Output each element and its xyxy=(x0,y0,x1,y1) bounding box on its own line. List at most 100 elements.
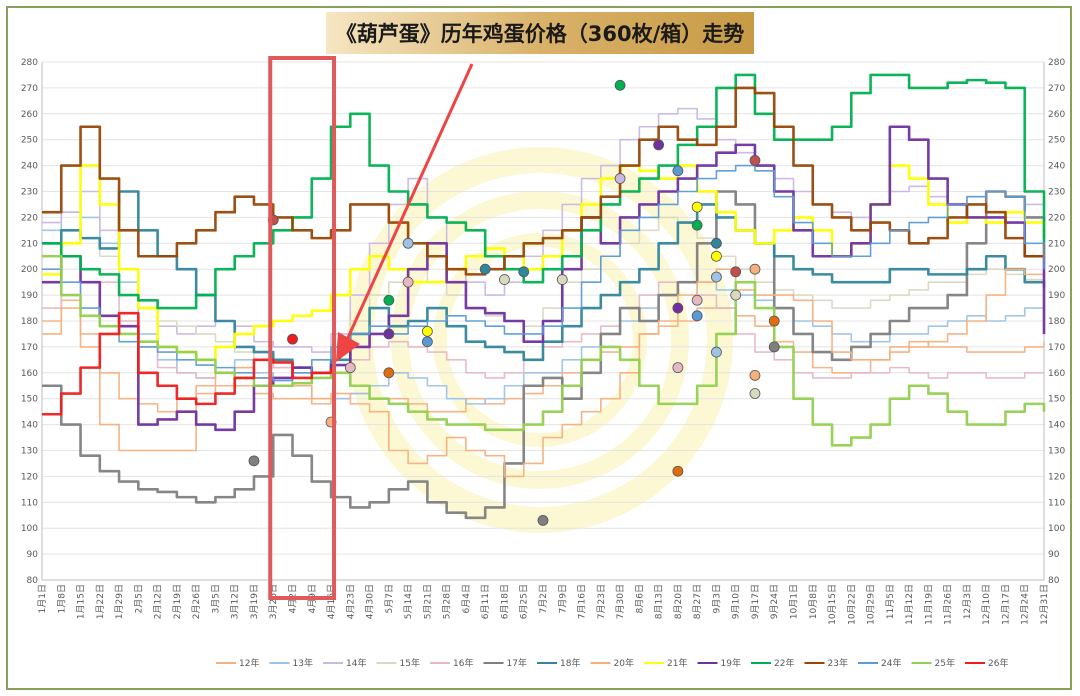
y-tick-label-right: 180 xyxy=(1048,317,1065,327)
data-marker xyxy=(691,294,703,306)
x-tick-label: 3月19日 xyxy=(249,584,260,619)
y-tick-label-right: 260 xyxy=(1048,110,1065,120)
x-tick-label: 2月26日 xyxy=(191,584,202,619)
x-tick-label: 7月30日 xyxy=(615,584,626,619)
x-tick-label: 9月24日 xyxy=(769,584,780,619)
data-marker xyxy=(518,266,530,278)
data-marker xyxy=(556,274,568,285)
y-tick-label-right: 240 xyxy=(1048,162,1065,172)
data-marker xyxy=(421,336,433,348)
x-tick-label: 8月6日 xyxy=(634,584,645,613)
y-tick-label-right: 210 xyxy=(1048,239,1065,249)
x-tick-label: 1月15日 xyxy=(76,584,87,619)
legend-label: 19年 xyxy=(721,657,741,669)
data-marker xyxy=(711,346,722,358)
y-tick-label-right: 160 xyxy=(1048,369,1065,379)
legend-label: 24年 xyxy=(881,657,901,669)
chart-title: 《葫芦蛋》历年鸡蛋价格（360枚/箱）走势 xyxy=(325,12,755,54)
x-tick-label: 2月5日 xyxy=(133,584,144,613)
x-tick-label: 8月27日 xyxy=(692,584,703,619)
y-tick-label-right: 280 xyxy=(1048,58,1065,68)
legend-label: 13年 xyxy=(293,657,313,669)
x-tick-label: 6月18日 xyxy=(499,584,510,619)
data-marker xyxy=(421,325,433,337)
x-tick-label: 11月19日 xyxy=(923,584,934,625)
y-tick-label-left: 140 xyxy=(21,421,38,431)
series-line xyxy=(42,125,1046,432)
y-tick-label-right: 230 xyxy=(1048,188,1065,198)
x-tick-label: 2月12日 xyxy=(153,584,164,619)
x-tick-label: 10月1日 xyxy=(789,584,800,619)
y-tick-label-left: 260 xyxy=(21,110,38,120)
x-tick-label: 12月10日 xyxy=(981,584,992,625)
data-marker xyxy=(749,263,761,275)
legend-label: 12年 xyxy=(239,657,259,669)
data-marker xyxy=(614,79,626,91)
y-tick-label-left: 210 xyxy=(21,239,38,249)
x-tick-label: 11月12日 xyxy=(904,584,915,625)
y-tick-label-right: 200 xyxy=(1048,265,1065,275)
y-tick-label-right: 90 xyxy=(1048,550,1060,560)
x-tick-label: 5月14日 xyxy=(403,584,414,619)
highlight-box xyxy=(268,56,337,600)
data-marker xyxy=(499,274,510,285)
x-tick-label: 12月3日 xyxy=(962,584,973,619)
x-tick-label: 7月2日 xyxy=(538,584,549,613)
y-tick-label-left: 160 xyxy=(21,369,38,379)
y-tick-label-right: 190 xyxy=(1048,291,1065,301)
watermark-logo xyxy=(347,147,733,533)
data-marker xyxy=(749,388,761,399)
x-tick-label: 4月30日 xyxy=(365,584,376,619)
data-marker xyxy=(749,369,761,381)
y-tick-label-left: 240 xyxy=(21,162,38,172)
y-tick-label-right: 100 xyxy=(1048,524,1065,534)
x-tick-label: 1月29日 xyxy=(114,584,125,619)
x-tick-label: 12月31日 xyxy=(1039,584,1050,625)
y-tick-label-left: 120 xyxy=(21,472,38,482)
x-tick-label: 7月9日 xyxy=(557,584,568,613)
y-tick-label-right: 150 xyxy=(1048,395,1065,405)
x-tick-label: 2月19日 xyxy=(172,584,183,619)
y-tick-label-right: 270 xyxy=(1048,84,1065,94)
y-tick-label-left: 220 xyxy=(21,213,38,223)
x-tick-label: 1月1日 xyxy=(37,584,48,613)
data-marker xyxy=(479,263,491,275)
x-tick-label: 5月28日 xyxy=(442,584,453,619)
y-tick-label-right: 140 xyxy=(1048,421,1065,431)
x-tick-label: 12月17日 xyxy=(1000,584,1011,625)
x-tick-label: 8月20日 xyxy=(673,584,684,619)
legend-label: 20年 xyxy=(614,657,634,669)
y-tick-label-left: 180 xyxy=(21,317,38,327)
series-line xyxy=(42,73,1046,310)
data-marker xyxy=(672,165,684,177)
y-tick-label-right: 220 xyxy=(1048,213,1065,223)
y-tick-label-right: 120 xyxy=(1048,472,1065,482)
y-tick-label-left: 80 xyxy=(27,576,39,586)
legend-label: 17年 xyxy=(507,657,527,669)
legend-label: 25年 xyxy=(935,657,955,669)
y-tick-label-left: 200 xyxy=(21,265,38,275)
data-marker xyxy=(768,315,780,327)
x-tick-label: 3月5日 xyxy=(210,584,221,613)
data-marker xyxy=(287,333,298,345)
y-tick-label-left: 100 xyxy=(21,524,38,534)
series-line xyxy=(42,254,1046,447)
data-marker xyxy=(691,201,703,213)
y-tick-label-right: 130 xyxy=(1048,447,1065,457)
x-tick-label: 9月3日 xyxy=(711,584,722,613)
x-tick-label: 3月26日 xyxy=(268,584,279,619)
data-marker xyxy=(672,362,684,374)
legend-label: 16年 xyxy=(453,657,473,669)
data-marker xyxy=(691,219,703,231)
x-tick-label: 8月13日 xyxy=(654,584,665,619)
data-marker xyxy=(248,455,260,467)
x-tick-label: 7月16日 xyxy=(577,584,588,619)
arrow-head xyxy=(336,332,360,362)
data-marker xyxy=(730,266,742,278)
y-tick-label-left: 190 xyxy=(21,291,38,301)
y-tick-label-left: 230 xyxy=(21,188,38,198)
y-tick-label-left: 280 xyxy=(21,58,38,68)
data-marker xyxy=(749,155,761,166)
legend-label: 21年 xyxy=(667,657,687,669)
